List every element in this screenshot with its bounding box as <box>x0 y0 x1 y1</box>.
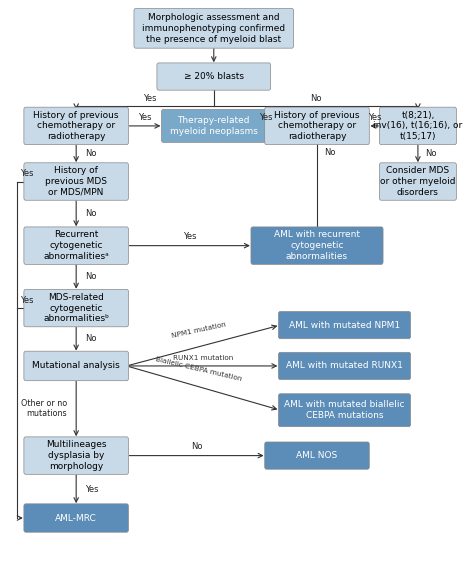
Text: Yes: Yes <box>368 113 381 122</box>
FancyBboxPatch shape <box>24 351 128 380</box>
FancyBboxPatch shape <box>24 289 128 327</box>
Text: Morphologic assessment and
immunophenotyping confirmed
the presence of myeloid b: Morphologic assessment and immunophenoty… <box>142 13 285 44</box>
Text: Yes: Yes <box>20 169 34 178</box>
Text: No: No <box>85 272 97 281</box>
Text: AML with recurrent
cytogenetic
abnormalities: AML with recurrent cytogenetic abnormali… <box>274 230 360 261</box>
Text: No: No <box>310 94 321 103</box>
Text: AML with mutated NPM1: AML with mutated NPM1 <box>289 320 400 329</box>
FancyBboxPatch shape <box>24 163 128 200</box>
Text: No: No <box>85 149 97 158</box>
Text: AML-MRC: AML-MRC <box>55 513 97 523</box>
FancyBboxPatch shape <box>379 163 456 200</box>
FancyBboxPatch shape <box>24 227 128 264</box>
Text: RUNX1 mutation: RUNX1 mutation <box>173 355 234 362</box>
Text: No: No <box>324 148 336 157</box>
FancyBboxPatch shape <box>251 227 383 264</box>
FancyBboxPatch shape <box>379 107 456 144</box>
FancyBboxPatch shape <box>278 352 410 379</box>
Text: MDS-related
cytogenetic
abnormalitiesᵇ: MDS-related cytogenetic abnormalitiesᵇ <box>43 293 109 323</box>
Text: AML with mutated biallelic
CEBPA mutations: AML with mutated biallelic CEBPA mutatio… <box>284 401 405 420</box>
Text: No: No <box>425 149 436 158</box>
Text: AML NOS: AML NOS <box>296 451 337 460</box>
Text: Biallelic CEBPA mutation: Biallelic CEBPA mutation <box>155 356 243 382</box>
Text: Consider MDS
or other myeloid
disorders: Consider MDS or other myeloid disorders <box>380 166 456 197</box>
Text: History of previous
chemotherapy or
radiotherapy: History of previous chemotherapy or radi… <box>274 111 360 141</box>
Text: Therapy-related
myeloid neoplasms: Therapy-related myeloid neoplasms <box>170 116 258 136</box>
Text: No: No <box>85 209 97 218</box>
Text: Other or no
mutations: Other or no mutations <box>21 399 67 418</box>
Text: ≥ 20% blasts: ≥ 20% blasts <box>184 72 244 81</box>
Text: Yes: Yes <box>259 113 272 122</box>
FancyBboxPatch shape <box>264 107 369 144</box>
FancyBboxPatch shape <box>134 9 293 48</box>
Text: Yes: Yes <box>85 485 99 493</box>
Text: AML with mutated RUNX1: AML with mutated RUNX1 <box>286 362 403 370</box>
Text: No: No <box>191 442 202 451</box>
FancyBboxPatch shape <box>278 312 410 339</box>
Text: Yes: Yes <box>20 296 34 305</box>
Text: Mutational analysis: Mutational analysis <box>32 362 120 370</box>
Text: Yes: Yes <box>138 113 152 122</box>
Text: Yes: Yes <box>183 232 196 241</box>
Text: t(8;21),
inv(16), t(16;16), or
t(15;17): t(8;21), inv(16), t(16;16), or t(15;17) <box>374 111 463 141</box>
FancyBboxPatch shape <box>24 107 128 144</box>
FancyBboxPatch shape <box>264 442 369 469</box>
FancyBboxPatch shape <box>162 109 266 142</box>
Text: NPM1 mutation: NPM1 mutation <box>171 321 227 339</box>
FancyBboxPatch shape <box>24 504 128 532</box>
Text: History of previous
chemotherapy or
radiotherapy: History of previous chemotherapy or radi… <box>34 111 119 141</box>
Text: Multilineages
dysplasia by
morphology: Multilineages dysplasia by morphology <box>46 440 107 471</box>
Text: History of
previous MDS
or MDS/MPN: History of previous MDS or MDS/MPN <box>45 166 107 197</box>
Text: Recurrent
cytogenetic
abnormalitiesᵃ: Recurrent cytogenetic abnormalitiesᵃ <box>43 230 109 261</box>
Text: No: No <box>85 335 97 343</box>
Text: Yes: Yes <box>143 94 156 103</box>
FancyBboxPatch shape <box>278 394 410 427</box>
FancyBboxPatch shape <box>157 63 271 90</box>
FancyBboxPatch shape <box>24 437 128 474</box>
